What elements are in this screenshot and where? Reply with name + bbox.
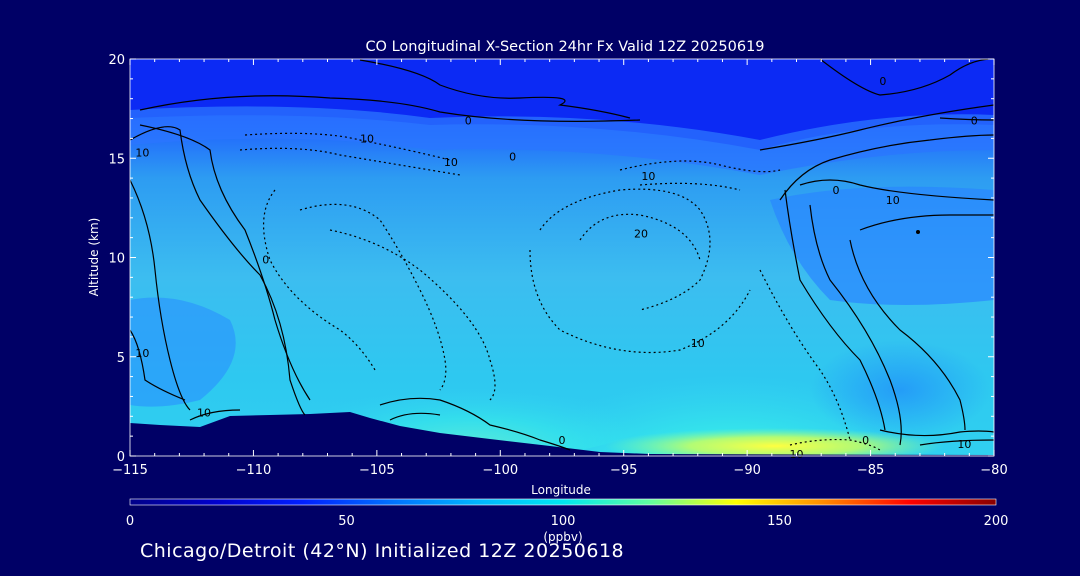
dotted-b [239,147,461,176]
dotted-j [639,182,741,191]
terrain-mask [130,412,994,456]
dotted-h [579,213,701,261]
contour-solid-right-h [879,429,994,437]
colorbar-tick-label: 50 [338,514,355,529]
contour-solid-top [359,59,631,119]
contour-solid-upper [139,95,641,122]
dotted-l [789,438,881,451]
x-axis-label: Longitude [531,483,591,497]
contour-solid-left-b [139,124,311,401]
contour-lines [130,59,994,451]
contour-label: 10 [691,337,705,350]
dotted-a [244,132,451,161]
contour-solid-right-b [779,134,994,201]
contour-solid-left-c [130,179,191,411]
x-tick-label: −115 [112,463,148,478]
contour-label: 0 [509,150,516,163]
field-left-blue [130,297,236,407]
dotted-g [529,249,751,354]
x-tick-label: −85 [857,463,884,478]
contour-label: 0 [833,184,840,197]
colorbar-tick-label: 100 [551,514,576,529]
dotted-d [299,203,447,391]
dotted-i [619,160,781,173]
x-tick-label: −90 [733,463,760,478]
contour-label: 0 [879,75,886,88]
y-tick-label: 5 [117,351,125,366]
co-field [130,59,994,456]
x-tick-label: −110 [236,463,272,478]
colorbar-tick-label: 0 [126,514,134,529]
colorbar-unit: (ppbv) [543,530,582,544]
contour-solid-left-d [130,329,186,401]
colorbar [129,498,997,506]
y-tick-label: 10 [108,252,125,267]
y-tick-label: 20 [108,53,125,68]
contour-solid-topright [819,59,991,96]
x-tick-label: −100 [482,463,518,478]
contour-label: 10 [197,406,211,419]
field-blue-patch [810,340,990,440]
x-tick-label: −105 [359,463,395,478]
dotted-f [539,188,711,311]
dotted-c [262,189,376,371]
contour-solid-right-i [919,439,994,446]
footer-initialization: Chicago/Detroit (42°N) Initialized 12Z 2… [140,540,625,562]
contour-label: 0 [262,253,269,266]
dotted-k [759,269,851,441]
contour-solid-right-d [799,179,994,201]
contour-solid-left-e [189,409,241,421]
point-marker [916,230,920,234]
contour-label: 0 [971,115,978,128]
contour-label: 20 [634,228,648,241]
dotted-e [329,229,496,401]
contour-solid-left-a [130,126,306,416]
contour-label: 10 [360,132,374,145]
contour-solid-right-a [759,104,994,151]
x-tick-label: −80 [980,463,1007,478]
contour-label: 10 [957,438,971,451]
field-right-blue [770,186,994,305]
chart-title: CO Longitudinal X-Section 24hr Fx Valid … [365,39,764,55]
y-tick-label: 0 [117,450,125,465]
colorbar-tick-label: 200 [984,514,1009,529]
contour-label: 10 [641,170,655,183]
contour-solid-right-0 [939,117,994,121]
contour-dotted [239,132,881,451]
field-mid-band [130,106,994,175]
contour-label: 10 [135,347,149,360]
x-tick-label: −95 [610,463,637,478]
colorbar-tick-label: 150 [767,514,792,529]
contour-solid-right-c [784,189,886,431]
y-tick-label: 15 [108,152,125,167]
field-yellow-surface [605,428,945,456]
contour-label: 10 [135,146,149,159]
contour-solid-small [389,412,441,421]
colorbar-ticks: 0 50 100 150 200 [126,514,1009,529]
y-axis-label: Altitude (km) [87,218,101,297]
axes: −115 −110 −105 −100 −95 −90 −85 −80 0 5 10 15 20 [108,53,1007,478]
contour-solid-terrain [379,397,571,451]
contour-label: 0 [559,434,566,447]
contour-label: 10 [886,194,900,207]
contour-solid-right-e [809,204,902,446]
contour-label: 0 [862,434,869,447]
contour-label: 0 [465,115,472,128]
contour-solid-right-f [859,214,994,231]
contour-label: 10 [444,156,458,169]
contour-solid-right-g [849,239,966,431]
